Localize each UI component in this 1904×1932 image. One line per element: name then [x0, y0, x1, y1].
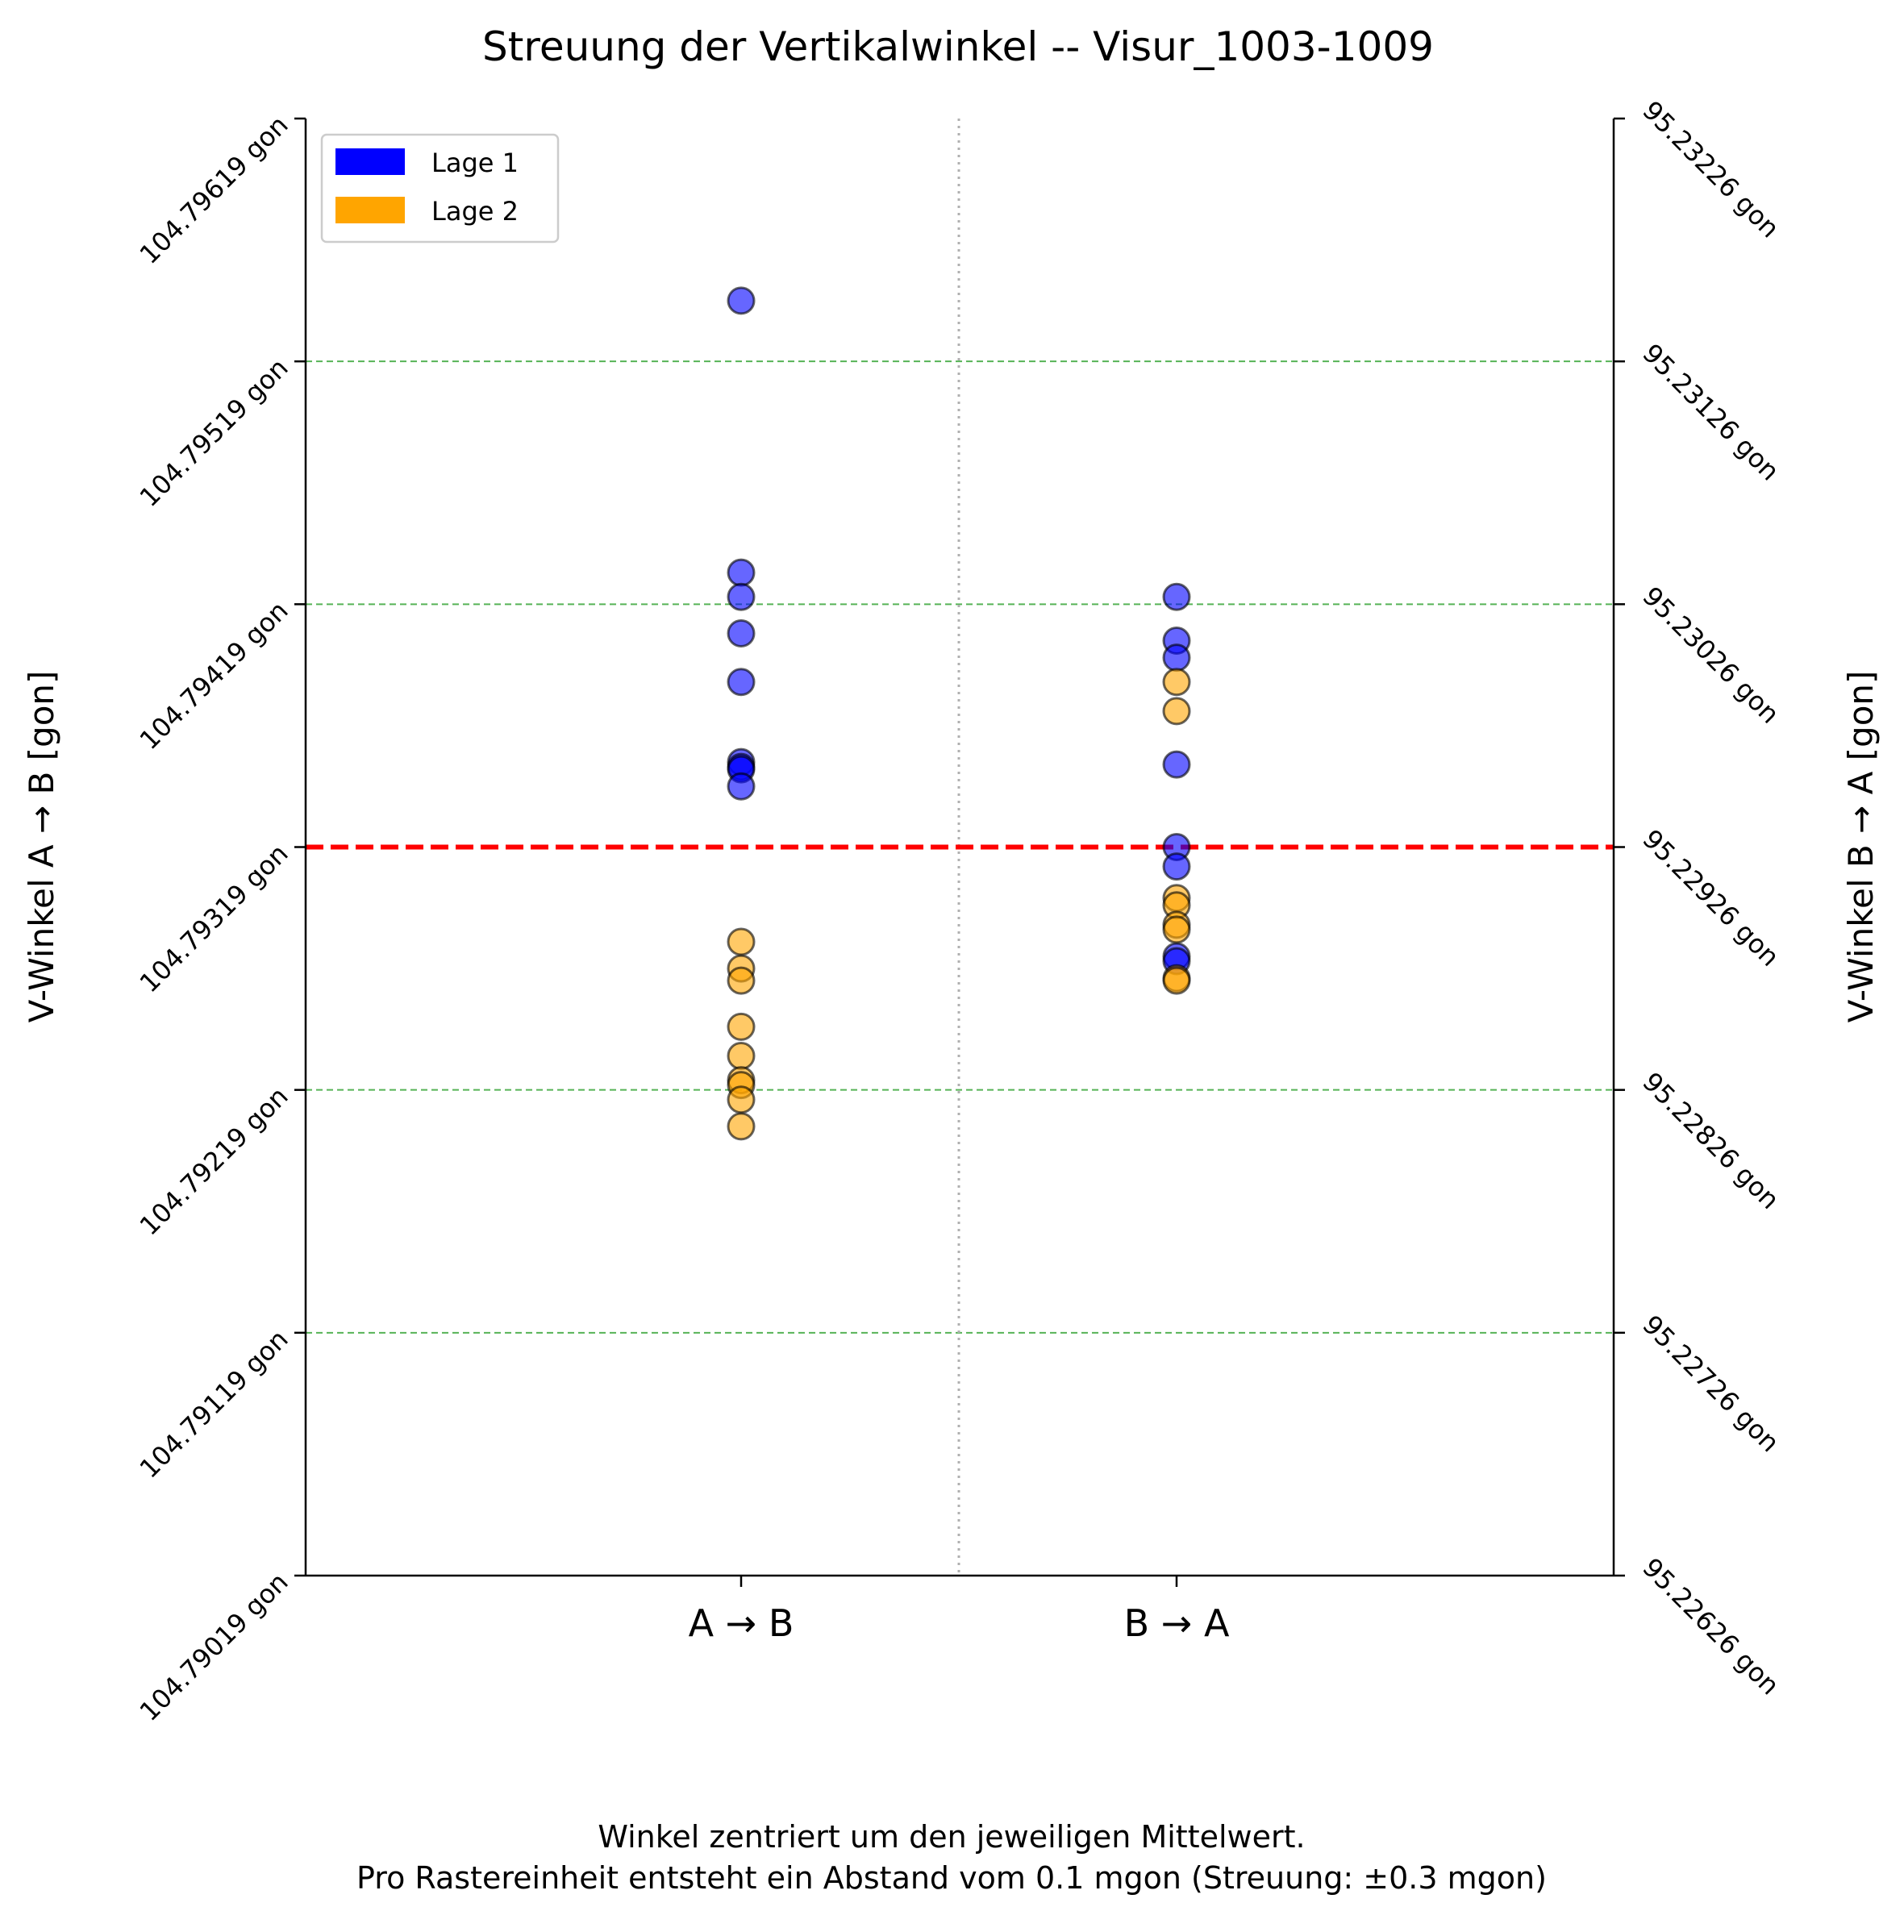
data-point: [727, 582, 756, 611]
data-point: [727, 618, 756, 647]
y-tick-label-left: 104.79219 gon: [134, 1081, 294, 1241]
y-tick-label-right: 95.22826 gon: [1636, 1066, 1785, 1215]
data-point: [727, 558, 756, 587]
y-tick-label-right: 95.22626 gon: [1636, 1552, 1785, 1701]
caption-line-2: Pro Rastereinheit entsteht ein Abstand v…: [356, 1860, 1547, 1896]
plot-area: 104.79019 gon 95.22626 gon 104.79119 gon 95…: [134, 95, 1785, 1727]
chart-title: Streuung der Vertikalwinkel -- Visur_100…: [482, 23, 1434, 70]
data-point: [727, 668, 756, 697]
y-tick-label-left: 104.79319 gon: [134, 838, 294, 998]
legend-label: Lage 2: [431, 196, 519, 227]
data-point: [727, 1042, 756, 1071]
y-tick-label-left: 104.79119 gon: [134, 1324, 294, 1484]
y-tick-label-left: 104.79019 gon: [134, 1567, 294, 1727]
data-point: [727, 927, 756, 956]
data-point: [1162, 643, 1191, 672]
y-tick-label-right: 95.22926 gon: [1636, 823, 1785, 972]
data-point: [727, 772, 756, 801]
data-point: [1162, 697, 1191, 726]
data-point: [727, 1012, 756, 1041]
data-point: [1162, 915, 1191, 944]
y-tick-label-right: 95.22726 gon: [1636, 1310, 1785, 1459]
series-lage-1: [727, 286, 1191, 976]
data-point: [727, 286, 756, 315]
data-point: [727, 1112, 756, 1141]
x-tick-label: B → A: [1124, 1601, 1230, 1645]
data-point: [727, 966, 756, 995]
caption-line-1: Winkel zentriert um den jeweiligen Mitte…: [598, 1819, 1305, 1855]
data-point: [1162, 582, 1191, 611]
series-lage-2: [727, 668, 1191, 1141]
y-tick-label-right: 95.23126 gon: [1636, 338, 1785, 487]
y-tick-label-right: 95.23026 gon: [1636, 581, 1785, 730]
y-tick-label-left: 104.79419 gon: [134, 595, 294, 756]
data-point: [727, 1085, 756, 1114]
data-point: [1162, 966, 1191, 995]
legend: Lage 1 Lage 2: [320, 133, 560, 244]
y-tick-label-right: 95.23226 gon: [1636, 95, 1785, 244]
data-point: [1162, 852, 1191, 881]
legend-swatch: [335, 197, 405, 223]
data-point: [1162, 668, 1191, 697]
y-axis-label-right: V-Winkel B → A [gon]: [1841, 671, 1881, 1023]
y-axis-label-left: V-Winkel A → B [gon]: [22, 671, 61, 1023]
legend-label: Lage 1: [431, 148, 519, 178]
data-point: [1162, 750, 1191, 779]
y-tick-label-left: 104.79519 gon: [134, 352, 294, 513]
x-tick-label: A → B: [689, 1601, 794, 1645]
legend-swatch: [335, 148, 405, 175]
y-tick-label-left: 104.79619 gon: [134, 110, 294, 270]
